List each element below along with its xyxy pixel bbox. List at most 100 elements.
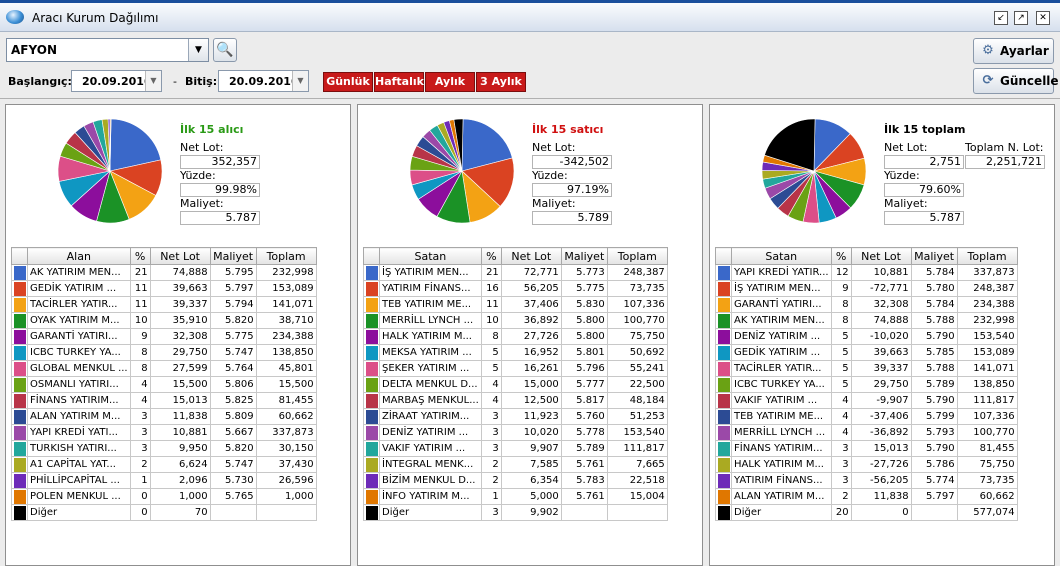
column-header[interactable]: Net Lot	[149, 247, 211, 265]
table-row[interactable]: VAKIF YATIRIM ... 4 -9,907 5.790 111,817	[715, 392, 1018, 409]
table-row[interactable]: VAKIF YATIRIM ... 3 9,907 5.789 111,817	[363, 440, 668, 457]
column-header[interactable]: Toplam	[255, 247, 317, 265]
value-cell: 3	[830, 440, 852, 457]
table-row[interactable]: DENİZ YATIRIM ... 5 -10,020 5.790 153,540	[715, 328, 1018, 345]
city-select[interactable]: AFYON ▼	[6, 38, 209, 62]
column-header[interactable]: Maliyet	[209, 247, 257, 265]
broker-name-cell: AK YATIRIM MEN...	[27, 264, 131, 281]
chevron-down-icon[interactable]: ▼	[145, 71, 161, 91]
table-row[interactable]: İŞ YATIRIM MEN... 21 72,771 5.773 248,387	[363, 264, 668, 281]
column-header[interactable]: %	[129, 247, 151, 265]
column-header[interactable]	[715, 247, 732, 265]
table-row[interactable]: BİZİM MENKUL D... 2 6,354 5.783 22,518	[363, 472, 668, 489]
table-row[interactable]: DENİZ YATIRIM ... 3 10,020 5.778 153,540	[363, 424, 668, 441]
value-cell: 60,662	[956, 488, 1018, 505]
broker-name-cell: GARANTİ YATIRI...	[27, 328, 131, 345]
table-row[interactable]: ZİRAAT YATIRIM... 3 11,923 5.760 51,253	[363, 408, 668, 425]
column-header[interactable]: Toplam	[606, 247, 668, 265]
table-row[interactable]: FİNANS YATIRIM... 4 15,013 5.825 81,455	[11, 392, 317, 409]
table-row[interactable]: Diğer 20 0 577,074	[715, 504, 1018, 521]
table-row[interactable]: MARBAŞ MENKUL... 4 12,500 5.817 48,184	[363, 392, 668, 409]
table-row[interactable]: YAPI KREDİ YATI... 3 10,881 5.667 337,873	[11, 424, 317, 441]
table-row[interactable]: DELTA MENKUL D... 4 15,000 5.777 22,500	[363, 376, 668, 393]
table-row[interactable]: MERRİLL LYNCH ... 10 36,892 5.800 100,770	[363, 312, 668, 329]
table-row[interactable]: PHİLLİPCAPİTAL ... 1 2,096 5.730 26,596	[11, 472, 317, 489]
column-header[interactable]	[363, 247, 380, 265]
swatch-cell	[11, 408, 28, 425]
table-row[interactable]: TEB YATIRIM ME... 4 -37,406 5.799 107,336	[715, 408, 1018, 425]
table-row[interactable]: ICBC TURKEY YA... 5 29,750 5.789 138,850	[715, 376, 1018, 393]
minimize-icon[interactable]: ↙	[994, 11, 1008, 25]
value-cell: 15,500	[255, 376, 317, 393]
table-row[interactable]: GARANTİ YATIRI... 9 32,308 5.775 234,388	[11, 328, 317, 345]
value-cell: 5.799	[910, 408, 958, 425]
table-row[interactable]: TACİRLER YATIR... 5 39,337 5.788 141,071	[715, 360, 1018, 377]
period-weekly-button[interactable]: Haftalık	[374, 72, 424, 92]
table-row[interactable]: ŞEKER YATIRIM ... 5 16,261 5.796 55,241	[363, 360, 668, 377]
period-monthly-button[interactable]: Aylık	[425, 72, 475, 92]
column-header[interactable]: %	[830, 247, 852, 265]
value-cell: 16	[480, 280, 502, 297]
table-row[interactable]: YATIRIM FİNANS... 16 56,205 5.775 73,735	[363, 280, 668, 297]
chevron-down-icon[interactable]: ▼	[292, 71, 308, 91]
column-header[interactable]: Net Lot	[500, 247, 562, 265]
table-row[interactable]: A1 CAPİTAL YAT... 2 6,624 5.747 37,430	[11, 456, 317, 473]
settings-button[interactable]: ⚙ Ayarlar	[973, 38, 1054, 64]
column-header[interactable]: Net Lot	[850, 247, 912, 265]
table-row[interactable]: MERRİLL LYNCH ... 4 -36,892 5.793 100,770	[715, 424, 1018, 441]
column-header[interactable]: Maliyet	[910, 247, 958, 265]
table-row[interactable]: OSMANLI YATIRI... 4 15,500 5.806 15,500	[11, 376, 317, 393]
table-row[interactable]: FİNANS YATIRIM... 3 15,013 5.790 81,455	[715, 440, 1018, 457]
table-row[interactable]: İNFO YATIRIM M... 1 5,000 5.761 15,004	[363, 488, 668, 505]
column-header[interactable]	[11, 247, 28, 265]
table-row[interactable]: İŞ YATIRIM MEN... 9 -72,771 5.780 248,387	[715, 280, 1018, 297]
table-row[interactable]: GARANTİ YATIRI... 8 32,308 5.784 234,388	[715, 296, 1018, 313]
broker-panel-2: İlk 15 satıcı Net Lot: -342,502 Yüzde: 97.19…	[357, 104, 703, 566]
table-row[interactable]: YATIRIM FİNANS... 3 -56,205 5.774 73,735	[715, 472, 1018, 489]
value-cell: -10,020	[850, 328, 912, 345]
close-icon[interactable]: ✕	[1036, 11, 1050, 25]
column-header[interactable]: Satan	[731, 247, 832, 265]
table-row[interactable]: AK YATIRIM MEN... 21 74,888 5.795 232,998	[11, 264, 317, 281]
table-row[interactable]: HALK YATIRIM M... 3 -27,726 5.786 75,750	[715, 456, 1018, 473]
table-row[interactable]: ICBC TURKEY YA... 8 29,750 5.747 138,850	[11, 344, 317, 361]
table-row[interactable]: OYAK YATIRIM M... 10 35,910 5.820 38,710	[11, 312, 317, 329]
end-date-field[interactable]: 20.09.2016 ▼	[218, 70, 309, 92]
column-header[interactable]: Alan	[27, 247, 131, 265]
table-row[interactable]: TACİRLER YATIR... 11 39,337 5.794 141,071	[11, 296, 317, 313]
maximize-icon[interactable]: ↗	[1014, 11, 1028, 25]
table-row[interactable]: ALAN YATIRIM M... 2 11,838 5.797 60,662	[715, 488, 1018, 505]
start-date-field[interactable]: 20.09.2016 ▼	[71, 70, 162, 92]
table-row[interactable]: GEDİK YATIRIM ... 11 39,663 5.797 153,089	[11, 280, 317, 297]
column-header[interactable]: Toplam	[956, 247, 1018, 265]
table-row[interactable]: Diğer 0 70	[11, 504, 317, 521]
table-row[interactable]: MEKSA YATIRIM ... 5 16,952 5.801 50,692	[363, 344, 668, 361]
table-row[interactable]: Diğer 3 9,902	[363, 504, 668, 521]
color-swatch	[717, 489, 730, 504]
color-swatch	[13, 377, 26, 392]
table-row[interactable]: AK YATIRIM MEN... 8 74,888 5.788 232,998	[715, 312, 1018, 329]
table-row[interactable]: HALK YATIRIM M... 8 27,726 5.800 75,750	[363, 328, 668, 345]
swatch-cell	[11, 472, 28, 489]
period-3month-button[interactable]: 3 Aylık	[476, 72, 526, 92]
table-row[interactable]: TEB YATIRIM ME... 11 37,406 5.830 107,336	[363, 296, 668, 313]
refresh-button[interactable]: ⟳ Güncelle	[973, 68, 1059, 94]
chevron-down-icon[interactable]: ▼	[188, 39, 208, 61]
search-button[interactable]: 🔍	[213, 38, 237, 62]
value-cell: 5.780	[910, 280, 958, 297]
table-row[interactable]: ALAN YATIRIM M... 3 11,838 5.809 60,662	[11, 408, 317, 425]
column-header[interactable]: Maliyet	[560, 247, 608, 265]
value-cell: 29,750	[149, 344, 211, 361]
table-row[interactable]: GLOBAL MENKUL ... 8 27,599 5.764 45,801	[11, 360, 317, 377]
table-row[interactable]: POLEN MENKUL ... 0 1,000 5.765 1,000	[11, 488, 317, 505]
table-row[interactable]: TURKISH YATIRI... 3 9,950 5.820 30,150	[11, 440, 317, 457]
table-row[interactable]: YAPI KREDİ YATIR... 12 10,881 5.784 337,873	[715, 264, 1018, 281]
table-row[interactable]: İNTEGRAL MENK... 2 7,585 5.761 7,665	[363, 456, 668, 473]
column-header[interactable]: Satan	[379, 247, 482, 265]
value-cell: 5.761	[560, 456, 608, 473]
period-daily-button[interactable]: Günlük	[323, 72, 373, 92]
swatch-cell	[11, 296, 28, 313]
column-header[interactable]: %	[480, 247, 502, 265]
field-label: Net Lot:	[884, 141, 928, 154]
table-row[interactable]: GEDİK YATIRIM ... 5 39,663 5.785 153,089	[715, 344, 1018, 361]
